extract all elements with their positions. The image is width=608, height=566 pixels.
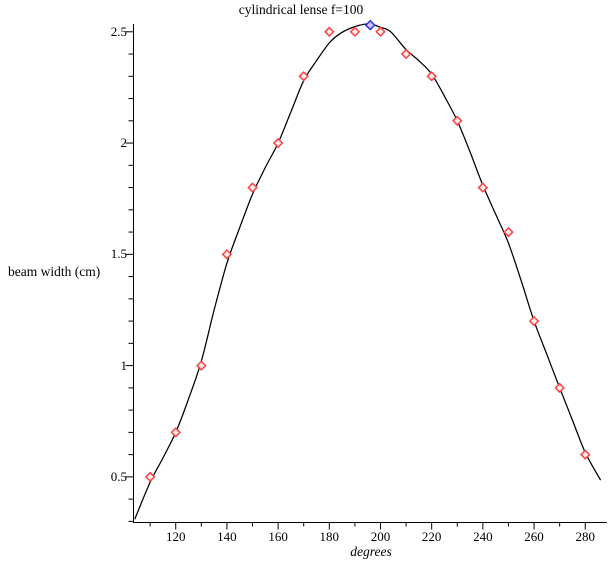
- data-point-marker: [298, 71, 309, 82]
- data-point-marker: [272, 137, 284, 149]
- x-tick-label: 220: [421, 529, 442, 544]
- data-point-marker: [221, 249, 233, 260]
- data-point-marker: [400, 48, 412, 60]
- data-point-marker: [452, 115, 463, 127]
- data-point-marker: [170, 427, 181, 438]
- x-tick-label: 200: [370, 529, 391, 544]
- x-tick-label: 140: [217, 529, 237, 544]
- y-tick-label: 1.5: [110, 246, 127, 262]
- data-point-marker: [375, 26, 386, 38]
- y-axis-title: beam width (cm): [8, 264, 101, 279]
- data-point-marker: [528, 315, 540, 327]
- y-tick-label: 0.5: [110, 468, 127, 484]
- x-tick-label: 120: [165, 529, 186, 544]
- y-tick-label: 2.5: [110, 23, 127, 39]
- data-point-marker: [247, 182, 258, 193]
- data-point-marker: [426, 71, 437, 82]
- x-tick-label: 240: [473, 529, 493, 544]
- y-tick-label: 2: [120, 135, 128, 151]
- x-tick-label: 260: [524, 529, 544, 544]
- x-tick-label: 180: [319, 529, 340, 544]
- data-point-marker: [579, 449, 591, 460]
- x-axis-title: degrees: [350, 544, 392, 559]
- data-point-marker: [503, 226, 514, 238]
- data-point-marker: [196, 360, 207, 371]
- x-tick-label: 160: [268, 529, 288, 544]
- x-tick-label: 280: [575, 529, 595, 544]
- y-tick-label: 1: [120, 357, 128, 373]
- data-point-marker: [477, 182, 489, 193]
- data-point-marker: [324, 26, 335, 38]
- data-point-marker: [144, 471, 156, 483]
- chart-title: cylindrical lense f=100: [238, 2, 364, 17]
- data-point-marker: [349, 26, 361, 38]
- fit-peak-marker: [364, 19, 376, 31]
- data-point-marker: [554, 382, 565, 394]
- fit-curve: [134, 23, 602, 520]
